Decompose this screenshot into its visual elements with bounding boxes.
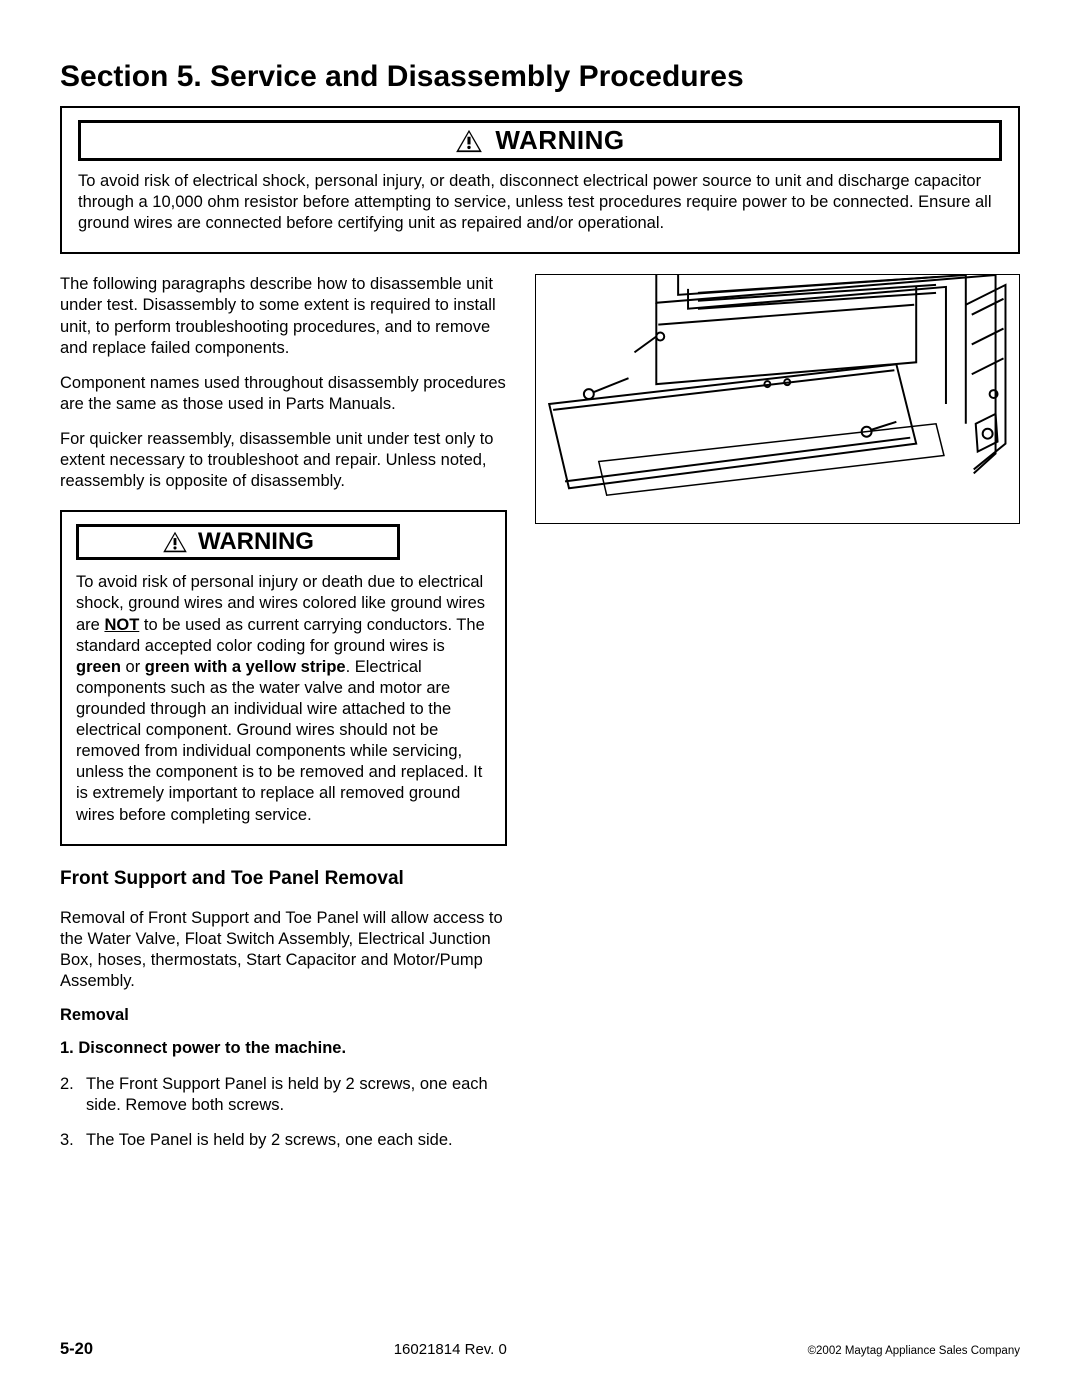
warning-triangle-icon (455, 129, 483, 153)
step-3-num: 3. (60, 1130, 86, 1151)
warning-body-top: To avoid risk of electrical shock, perso… (78, 171, 1002, 234)
right-column (535, 274, 1020, 524)
page-footer: 5-20 16021814 Rev. 0 ©2002 Maytag Applia… (60, 1340, 1020, 1359)
section-title: Section 5. Service and Disassembly Proce… (60, 60, 1020, 94)
step-3: 3. The Toe Panel is held by 2 screws, on… (60, 1130, 507, 1151)
w2-green: green (76, 658, 121, 676)
step-2-num: 2. (60, 1074, 86, 1116)
page-number: 5-20 (60, 1340, 93, 1359)
warning-header-top: WARNING (78, 120, 1002, 161)
step-1: 1. Disconnect power to the machine. (60, 1039, 507, 1058)
w2-greenstripe: green with a yellow stripe (145, 658, 346, 676)
copyright-text: ©2002 Maytag Appliance Sales Company (808, 1345, 1020, 1357)
dishwasher-panel-diagram (535, 274, 1020, 524)
warning-box-ground: WARNING To avoid risk of personal injury… (60, 510, 507, 845)
warning-label-ground: WARNING (198, 528, 314, 556)
warning-body-ground: To avoid risk of personal injury or deat… (76, 572, 491, 825)
subhead-front-support: Front Support and Toe Panel Removal (60, 868, 507, 890)
removal-intro-paragraph: Removal of Front Support and Toe Panel w… (60, 908, 507, 992)
warning-label-top: WARNING (495, 125, 624, 156)
warning-box-top: WARNING To avoid risk of electrical shoc… (60, 106, 1020, 254)
w2-not: NOT (104, 616, 139, 634)
warning-triangle-icon (162, 531, 188, 553)
step-2-text: The Front Support Panel is held by 2 scr… (86, 1074, 507, 1116)
step-3-text: The Toe Panel is held by 2 screws, one e… (86, 1130, 453, 1151)
step-2: 2. The Front Support Panel is held by 2 … (60, 1074, 507, 1116)
warning-header-ground: WARNING (76, 524, 400, 560)
left-column: The following paragraphs describe how to… (60, 274, 507, 1165)
intro-paragraph-3: For quicker reassembly, disassemble unit… (60, 429, 507, 492)
diagram-svg (536, 275, 1019, 523)
w2-or: or (121, 658, 145, 676)
intro-paragraph-2: Component names used throughout disassem… (60, 373, 507, 415)
intro-paragraph-1: The following paragraphs describe how to… (60, 274, 507, 358)
removal-heading: Removal (60, 1006, 507, 1025)
w2-post: . Electrical components such as the wate… (76, 658, 482, 824)
document-number: 16021814 Rev. 0 (394, 1341, 507, 1358)
